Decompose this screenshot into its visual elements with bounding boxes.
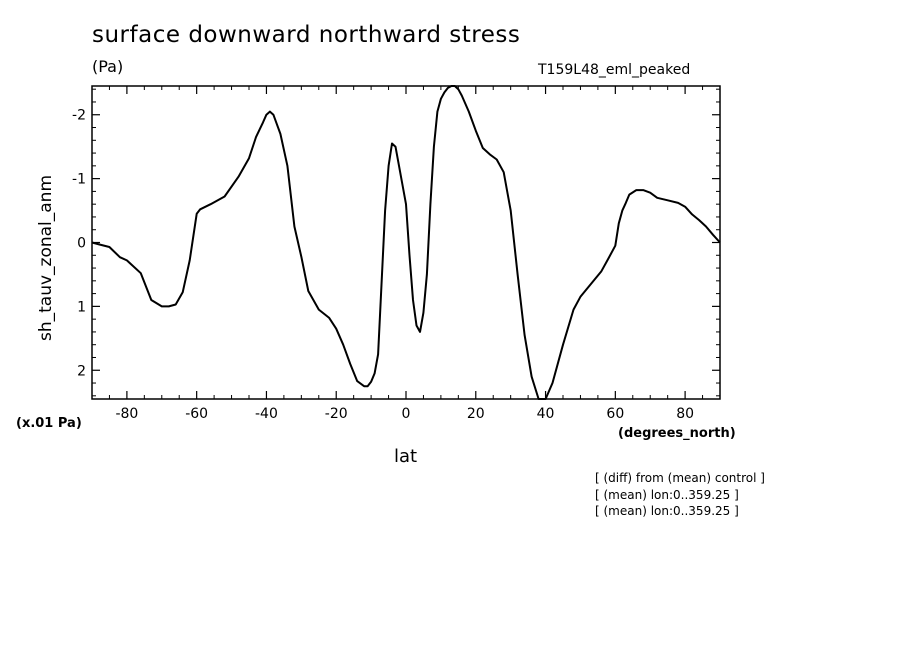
y-tick-label: 0 [77, 236, 86, 252]
x-tick-label: 0 [402, 406, 411, 422]
x-tick-label: -20 [325, 406, 348, 422]
x-tick-label: 40 [537, 406, 555, 422]
x-tick-label: 80 [676, 406, 694, 422]
y-tick-label: -1 [72, 172, 86, 188]
note-line: [ (diff) from (mean) control ] [595, 471, 765, 485]
chart-title: surface downward northward stress [92, 22, 521, 48]
processing-notes: [ (diff) from (mean) control ] [ (mean) … [595, 470, 765, 520]
y-tick-label: -2 [72, 108, 86, 124]
x-tick-label: -60 [185, 406, 208, 422]
x-tick-label: 60 [606, 406, 624, 422]
run-name-label: T159L48_eml_peaked [538, 62, 691, 78]
y-tick-label: 2 [77, 363, 86, 379]
y-tick-label: 1 [77, 299, 86, 315]
units-label: (Pa) [92, 57, 124, 76]
plot-frame [91, 85, 721, 400]
note-line: [ (mean) lon:0..359.25 ] [595, 487, 739, 502]
x-tick-label: -80 [115, 406, 138, 422]
note-line: [ (mean) lon:0..359.25 ] [595, 504, 739, 518]
x-axis-label: lat [394, 446, 418, 467]
y-scale-note: (x.01 Pa) [16, 416, 82, 431]
series-line [91, 85, 721, 400]
x-tick-label: 20 [467, 406, 485, 422]
tick-labels: -80 -60 -40 -20 0 20 40 60 80 -2 -1 0 1 2 [72, 108, 694, 422]
x-axis-units: (degrees_north) [618, 426, 736, 441]
minor-ticks [91, 86, 721, 399]
major-ticks [92, 86, 720, 399]
x-tick-label: -40 [255, 406, 278, 422]
